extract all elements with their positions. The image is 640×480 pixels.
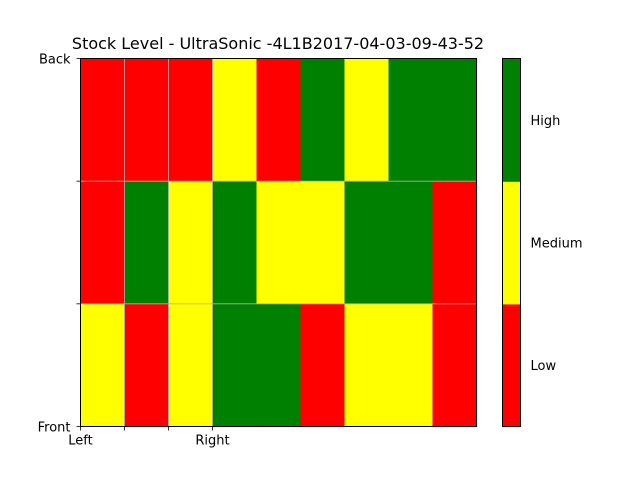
heatmap-cell [212,181,258,305]
heatmap-cell [168,303,214,428]
heatmap-cell [124,303,170,428]
y-tick-label: Back [39,53,71,68]
heatmap-cell [432,181,478,305]
heatmap-grid [80,58,478,428]
heatmap-cell [388,58,434,182]
colorbar-labels: Low Medium High [531,114,583,374]
y-tick-label: Front [38,421,71,436]
heatmap-cell [432,303,478,428]
heatmap-cell [124,58,170,182]
grid-lines [80,58,477,427]
heatmap-cell [432,58,478,182]
heatmap-cell [256,303,302,428]
colorbar-label: High [531,114,561,129]
colorbar-frame [502,58,521,427]
heatmap-cell [300,58,346,182]
heatmap-cell [80,303,126,428]
x-tick-label: Left [68,434,92,449]
x-tick-label: Right [195,434,229,449]
heatmap-cell [388,181,434,305]
colorbar-segment [502,303,521,428]
colorbar-segment [502,58,521,182]
heatmap-cell [300,303,346,428]
heatmap-cell [256,58,302,182]
heatmap-cell [344,181,390,305]
colorbar-label: Medium [531,237,583,252]
heatmap-cell [168,58,214,182]
heatmap-cell [344,58,390,182]
heatmap-cell [124,181,170,305]
x-axis: Left Right [68,426,230,449]
heatmap-cell [212,58,258,182]
colorbar-segment [502,181,521,305]
colorbar-label: Low [531,359,557,374]
heatmap-cell [388,303,434,428]
heatmap-cell [212,303,258,428]
plot-frame [80,58,477,427]
heatmap-cell [80,58,126,182]
y-axis: Front Back [38,53,81,436]
heatmap-cell [300,181,346,305]
chart-title: Stock Level - UltraSonic -4L1B2017-04-03… [72,34,484,53]
heatmap-cell [168,181,214,305]
colorbar [502,58,521,428]
heatmap-cell [344,303,390,428]
heatmap-cell [80,181,126,305]
heatmap-cell [256,181,302,305]
